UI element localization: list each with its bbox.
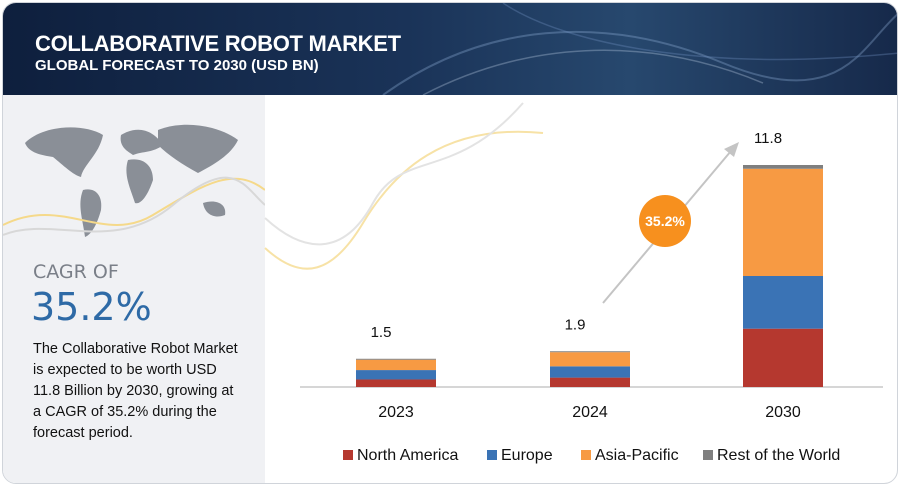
header: COLLABORATIVE ROBOT MARKET GLOBAL FORECA… [3, 3, 897, 95]
total-label: 11.8 [754, 130, 782, 147]
subtitle: GLOBAL FORECAST TO 2030 (USD BN) [35, 57, 319, 74]
x-tick-label: 2024 [572, 404, 608, 421]
cagr-value: 35.2% [31, 285, 152, 329]
legend-label: Asia-Pacific [595, 447, 679, 464]
bar-segment [356, 379, 436, 387]
bar-segment [356, 359, 436, 371]
cagr-badge-text: 35.2% [645, 213, 685, 229]
bar-segment [550, 351, 630, 353]
legend-label: Europe [501, 447, 553, 464]
chart: 1.5 2023 1.9 2024 11.8 2030 35.2% North America… [264, 102, 883, 464]
total-label: 1.9 [565, 316, 586, 333]
x-tick-label: 2023 [378, 404, 414, 421]
title: COLLABORATIVE ROBOT MARKET [35, 31, 401, 56]
legend-label: Rest of the World [717, 447, 840, 464]
bar-segment [743, 276, 823, 329]
bar-segment [743, 168, 823, 276]
total-label: 1.5 [371, 324, 392, 341]
x-tick-label: 2030 [765, 404, 801, 421]
description: The Collaborative Robot Market is expect… [33, 341, 242, 441]
bar-segment [550, 366, 630, 378]
bar-segment [550, 352, 630, 367]
cagr-label: CAGR OF [33, 261, 119, 283]
legend-swatch [343, 450, 353, 460]
world-map [3, 124, 265, 237]
legend-label: North America [357, 447, 458, 464]
cagr-badge [639, 195, 691, 247]
legend-swatch [703, 450, 713, 460]
bar-segment [743, 165, 823, 169]
bar-segment [356, 358, 436, 360]
bar-segment [550, 377, 630, 387]
trend-arrowhead [724, 142, 739, 157]
legend-swatch [581, 450, 591, 460]
header-decoration [382, 3, 897, 95]
summary-panel: CAGR OF 35.2% The Collaborative Robot Ma… [3, 95, 265, 483]
legend-swatch [487, 450, 497, 460]
bar-segment [743, 328, 823, 387]
bar-segment [356, 370, 436, 380]
